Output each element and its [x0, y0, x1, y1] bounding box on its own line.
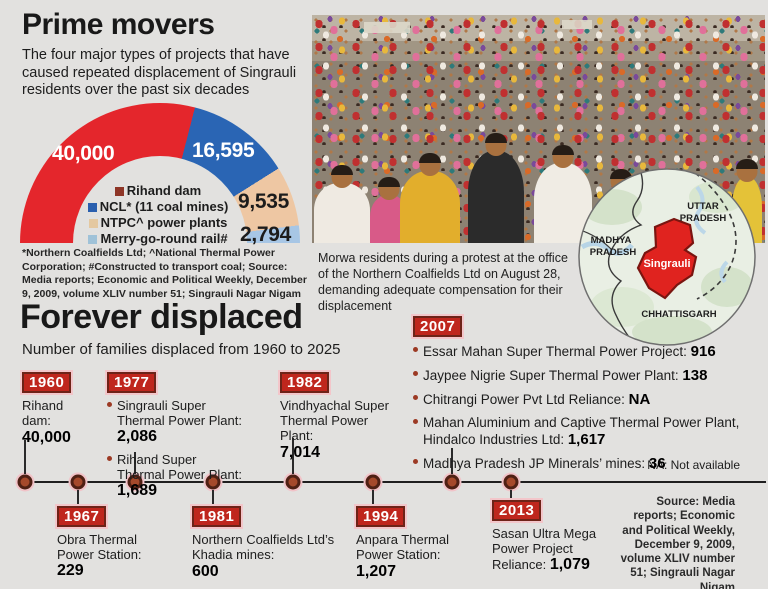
prime-movers-title: Prime movers — [22, 8, 215, 41]
project-item: Northern Coalfields Ltd’s Khadia mines: 6… — [192, 532, 335, 581]
singrauli-region — [636, 217, 698, 300]
person-figure — [534, 163, 592, 243]
timeline-entry-2013: 2013 Sasan Ultra Mega Power Project Reli… — [492, 500, 607, 575]
legend-swatch-icon — [88, 219, 98, 228]
person-figure — [468, 151, 524, 243]
river — [580, 241, 634, 256]
timeline-stem — [212, 490, 214, 506]
project-item: Chitrangi Power Pvt Ltd Reliance: NA — [413, 391, 765, 409]
map-label-singrauli: Singrauli — [643, 258, 690, 270]
gauge-value-rail: 2,794 — [240, 223, 292, 246]
year-badge: 1977 — [107, 372, 157, 393]
timeline-axis — [25, 481, 766, 483]
timeline-stem — [372, 490, 374, 506]
timeline-dot-1982 — [285, 474, 301, 490]
project-item: Madhya Pradesh JP Minerals’ mines: 36 — [413, 455, 765, 473]
project-item: Jaypee Nigrie Super Thermal Power Plant:… — [413, 367, 765, 385]
gauge-value-ncl: 16,595 — [192, 139, 255, 162]
timeline-entry-1967: 1967 Obra Thermal Power Station: 229 — [57, 506, 157, 581]
storefront-sign — [562, 20, 592, 29]
legend-item-rihand: Rihand dam — [87, 183, 229, 199]
timeline-dot-2013 — [503, 474, 519, 490]
legend-label: Merry-go-round rail# — [100, 231, 228, 246]
map-circle-border — [578, 168, 756, 346]
legend-swatch-icon — [87, 203, 97, 212]
river — [694, 185, 707, 235]
state-border — [607, 169, 644, 345]
source-note: Source: Media reports; Economic and Poli… — [620, 496, 735, 589]
forever-displaced-title: Forever displaced — [20, 298, 303, 336]
timeline-dot-1994 — [365, 474, 381, 490]
timeline-entry-1994: 1994 Anpara Thermal Power Station: 1,207 — [356, 506, 466, 582]
project-item: Rihand Super Thermal Power Plant: 1,689 — [107, 452, 247, 501]
timeline-dot-2007 — [444, 474, 460, 490]
project-item: Sasan Ultra Mega Power Project Reliance:… — [492, 526, 597, 574]
year-badge: 1994 — [356, 506, 406, 527]
timeline-stem — [451, 448, 453, 474]
timeline-dot-1967 — [70, 474, 86, 490]
project-item: Mahan Aluminium and Captive Thermal Powe… — [413, 415, 765, 449]
year-badge: 1982 — [280, 372, 330, 393]
timeline-dot-1977 — [127, 474, 143, 490]
year-badge: 2013 — [492, 500, 542, 521]
gauge-value-ntpc: 9,535 — [238, 190, 290, 213]
svg-text:MADHYA: MADHYA — [591, 235, 632, 246]
timeline-entry-1960: 1960 Rihand dam: 40,000 — [22, 372, 92, 448]
legend-swatch-icon — [88, 235, 98, 244]
map-label-madhya-pradesh: MADHYA — [591, 235, 632, 246]
project-item: Essar Mahan Super Thermal Power Project:… — [413, 343, 765, 361]
footnote: *Northern Coalfields Ltd; ^National Ther… — [22, 247, 307, 300]
gauge-legend: Rihand dam NCL* (11 coal mines) NTPC^ po… — [87, 183, 229, 247]
singrauli-locator-map: UTTAR PRADESH MADHYA PRADESH CHHATTISGAR… — [578, 168, 756, 346]
project-item: Obra Thermal Power Station: 229 — [57, 532, 142, 580]
legend-label: Rihand dam — [126, 183, 202, 198]
legend-label: NCL* (11 coal mines) — [99, 199, 229, 214]
project-item: Singrauli Super Thermal Power Plant: 2,0… — [107, 398, 247, 447]
year-badge: 2007 — [413, 316, 463, 337]
timeline-stem — [292, 438, 294, 474]
map-label-chhattisgarh: CHHATTISGARH — [641, 309, 716, 320]
timeline-dot-1981 — [205, 474, 221, 490]
storefront-sign — [364, 22, 410, 33]
timeline-dot-1960 — [17, 474, 33, 490]
timeline-stem — [510, 490, 512, 500]
displacement-gauge-chart — [20, 103, 300, 244]
person-figure — [400, 171, 460, 243]
legend-item-ncl: NCL* (11 coal mines) — [87, 199, 229, 215]
prime-movers-subtitle: The four major types of projects that ha… — [22, 47, 297, 99]
project-item: Rihand dam: 40,000 — [22, 398, 71, 447]
timeline-entry-1977: 1977 Singrauli Super Thermal Power Plant… — [107, 372, 247, 500]
timeline-stem — [77, 490, 79, 506]
timeline-stem — [24, 440, 26, 474]
state-border-dashed — [694, 172, 737, 300]
timeline-entry-1981: 1981 Northern Coalfields Ltd’s Khadia mi… — [192, 506, 337, 582]
photo-caption: Morwa residents during a protest at the … — [318, 251, 568, 313]
svg-text:CHHATTISGARH: CHHATTISGARH — [641, 309, 716, 320]
timeline-stem — [134, 452, 136, 474]
project-item: Anpara Thermal Power Station: 1,207 — [356, 532, 449, 581]
gauge-value-rihand: 40,000 — [52, 142, 115, 165]
legend-label: NTPC^ power plants — [100, 215, 228, 230]
svg-text:UTTAR: UTTAR — [687, 201, 719, 212]
timeline-entry-2007: 2007 Essar Mahan Super Thermal Power Pro… — [413, 316, 765, 473]
map-label-uttar-pradesh: UTTAR — [687, 201, 719, 212]
timeline-entry-1982: 1982 Vindhyachal Super Thermal Power Pla… — [280, 372, 400, 463]
project-item: Vindhyachal Super Thermal Power Plant: 7,… — [280, 398, 389, 462]
forever-displaced-subtitle: Number of families displaced from 1960 t… — [22, 341, 341, 358]
svg-text:PRADESH: PRADESH — [590, 247, 637, 258]
year-badge: 1967 — [57, 506, 107, 527]
year-badge: 1981 — [192, 506, 242, 527]
river — [719, 260, 729, 284]
person-figure — [314, 183, 370, 243]
na-footnote: NA: Not available — [647, 458, 740, 472]
svg-text:PRADESH: PRADESH — [680, 213, 727, 224]
legend-swatch-icon — [114, 187, 124, 196]
legend-item-rail: Merry-go-round rail# — [87, 231, 229, 247]
year-badge: 1960 — [22, 372, 72, 393]
legend-item-ntpc: NTPC^ power plants — [87, 215, 229, 231]
